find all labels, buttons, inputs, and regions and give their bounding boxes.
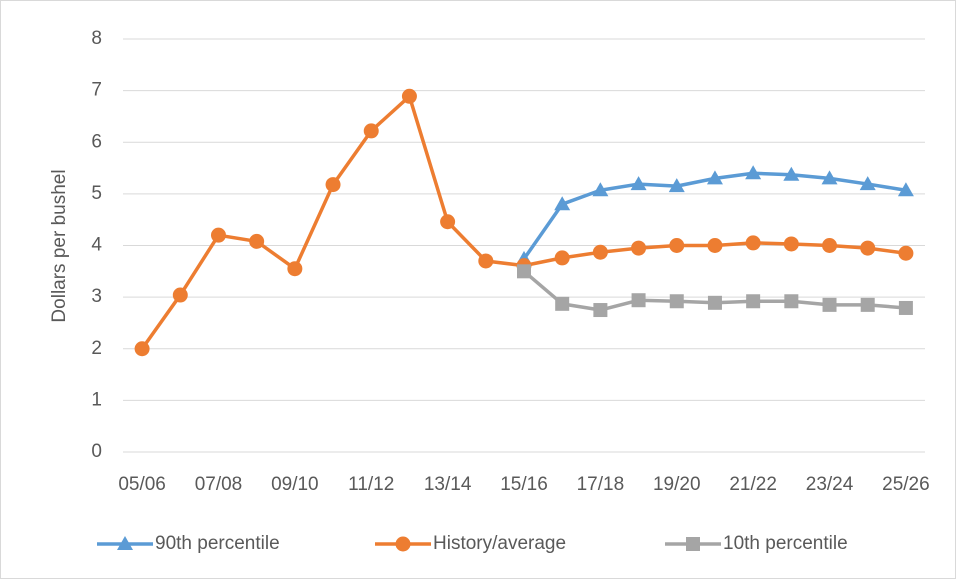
y-tick-label: 7: [91, 80, 102, 101]
y-tick-label: 5: [91, 183, 102, 204]
data-point: [745, 165, 762, 180]
data-point: [401, 88, 417, 104]
data-point: [210, 227, 226, 243]
data-point: [478, 253, 494, 269]
data-point: [555, 296, 570, 311]
data-point: [631, 293, 646, 308]
data-point: [860, 297, 875, 312]
data-point: [898, 245, 914, 261]
data-point: [363, 123, 379, 139]
data-point: [745, 235, 761, 251]
data-point: [134, 341, 150, 357]
data-point: [859, 176, 876, 191]
x-tick-label: 25/26: [882, 474, 930, 495]
x-tick-label: 13/14: [424, 474, 472, 495]
x-tick-label: 19/20: [653, 474, 701, 495]
data-point: [897, 182, 914, 197]
x-tick-label: 07/08: [195, 474, 243, 495]
y-tick-label: 2: [91, 338, 102, 359]
data-point: [707, 295, 722, 310]
data-point: [440, 214, 456, 230]
data-point: [746, 294, 761, 309]
legend-marker: [395, 536, 411, 552]
data-point: [517, 264, 531, 279]
data-point: [554, 250, 570, 266]
legend-marker: [686, 537, 700, 551]
y-tick-label: 3: [91, 286, 102, 307]
data-point: [631, 240, 647, 256]
legend-marker: [117, 536, 133, 550]
x-tick-label: 11/12: [348, 474, 394, 495]
y-tick-label: 4: [91, 235, 102, 256]
legend-label: History/average: [433, 533, 566, 554]
x-tick-label: 09/10: [271, 474, 319, 495]
x-tick-label: 21/22: [729, 474, 777, 495]
y-tick-label: 8: [91, 28, 102, 49]
data-point: [898, 300, 913, 315]
data-point: [783, 236, 799, 252]
x-tick-label: 15/16: [500, 474, 548, 495]
y-tick-label: 1: [91, 389, 102, 410]
data-point: [172, 287, 188, 303]
legend-label: 90th percentile: [155, 533, 280, 554]
data-point: [822, 238, 838, 253]
legend-label: 10th percentile: [723, 533, 848, 554]
data-point: [592, 244, 608, 260]
x-tick-label: 05/06: [118, 474, 166, 495]
data-point: [592, 182, 609, 197]
data-point: [325, 177, 341, 193]
data-point: [669, 294, 684, 309]
data-point: [593, 303, 608, 318]
data-point: [249, 233, 265, 249]
data-point: [783, 166, 800, 181]
data-point: [821, 170, 838, 185]
y-tick-label: 6: [91, 131, 102, 152]
data-point: [707, 238, 723, 253]
data-point: [287, 261, 303, 277]
y-tick-label: 0: [91, 441, 102, 462]
data-point: [706, 170, 723, 185]
y-axis-label: Dollars per bushel: [49, 169, 70, 322]
data-point: [784, 294, 799, 309]
x-tick-label: 23/24: [806, 474, 854, 495]
data-point: [860, 240, 876, 256]
data-point: [668, 178, 685, 193]
data-point: [669, 238, 685, 253]
data-point: [630, 176, 647, 191]
x-tick-label: 17/18: [577, 474, 625, 495]
data-point: [822, 297, 837, 312]
data-point: [554, 196, 571, 211]
